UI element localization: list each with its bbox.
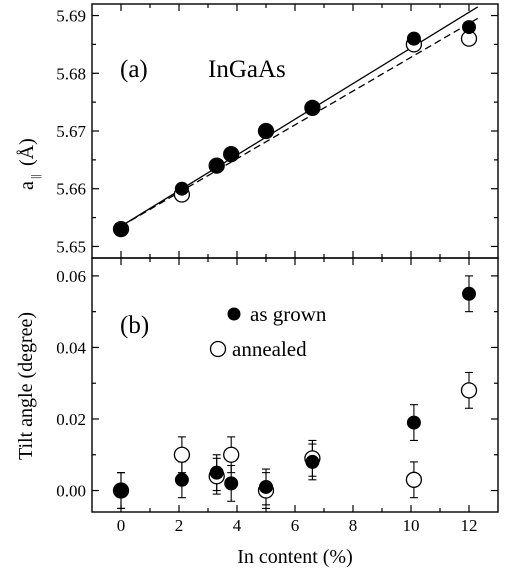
panel-a-point-filled (224, 147, 239, 162)
legend: as grown annealed (209, 302, 327, 361)
panel-b-point-filled (462, 286, 476, 301)
panel-b-xtick-label: 10 (403, 516, 420, 535)
panel-b-ytick-label: 0.02 (56, 410, 86, 429)
panel-b-point-open (223, 446, 240, 463)
panel-a-ytick-label: 5.68 (56, 64, 86, 83)
panel-b-xtick-label: 2 (175, 516, 184, 535)
panel-a-point-filled (209, 158, 224, 173)
panel-a-ytick-label: 5.69 (56, 7, 86, 26)
y-axis-label-a-sub: || (28, 174, 42, 179)
panel-b-point-filled (259, 479, 273, 494)
panel-b-xtick-label: 4 (233, 516, 242, 535)
panel-b-xtick-label: 6 (291, 516, 300, 535)
panel-b-point-filled (224, 476, 239, 491)
panel-b-point-filled (174, 472, 189, 487)
panel-a-ytick-label: 5.67 (56, 122, 86, 141)
panel-b-point-filled (209, 465, 224, 480)
y-axis-label-b: Tilt angle (degree) (15, 312, 37, 460)
panel-b-xtick-label: 8 (349, 516, 358, 535)
panel-b-ytick-label: 0.06 (56, 267, 86, 286)
panel-b-frame (91, 257, 499, 513)
panel-b-label: (b) (120, 312, 149, 339)
panel-b-xtick-label: 12 (461, 516, 478, 535)
panel-a: 5.65 5.66 5.67 5.68 5.69 (56, 3, 499, 259)
legend-label-annealed: annealed (232, 337, 307, 361)
panel-b-ytick-label: 0.04 (56, 338, 86, 357)
panel-a-point-filled (462, 20, 476, 35)
y-axis-label-a-unit: (Å) (16, 138, 38, 166)
panel-b-point-open (405, 471, 423, 488)
y-axis-label-a: a || (Å) (16, 138, 42, 190)
material-annotation: InGaAs (208, 56, 286, 83)
y-axis-label-a-main: a (16, 181, 38, 190)
panel-b-point-open (173, 446, 191, 463)
panel-b-xtick-label: 0 (117, 516, 126, 535)
panel-b-point-filled (305, 454, 320, 469)
x-axis-label: In content (%) (237, 546, 353, 568)
legend-marker-annealed (209, 340, 227, 358)
panel-a-label: (a) (120, 56, 148, 83)
panel-b-point-open (460, 382, 478, 399)
panel-a-ytick-label: 5.65 (56, 237, 86, 256)
panel-b: 0 2 4 6 8 10 12 0.00 0.02 0.04 0.06 (56, 257, 499, 535)
panel-a-point-filled (406, 31, 421, 46)
legend-label-as-grown: as grown (250, 302, 327, 326)
panel-b-ytick-label: 0.00 (56, 482, 86, 501)
panel-a-point-filled (174, 181, 189, 196)
panel-a-point-filled (114, 222, 128, 237)
panel-a-point-filled (259, 124, 273, 138)
panel-b-point-filled (114, 483, 128, 498)
legend-marker-as-grown (227, 307, 241, 321)
panel-a-ytick-label: 5.66 (56, 180, 86, 199)
panel-a-point-filled (305, 100, 320, 115)
panel-b-point-filled (406, 415, 421, 430)
